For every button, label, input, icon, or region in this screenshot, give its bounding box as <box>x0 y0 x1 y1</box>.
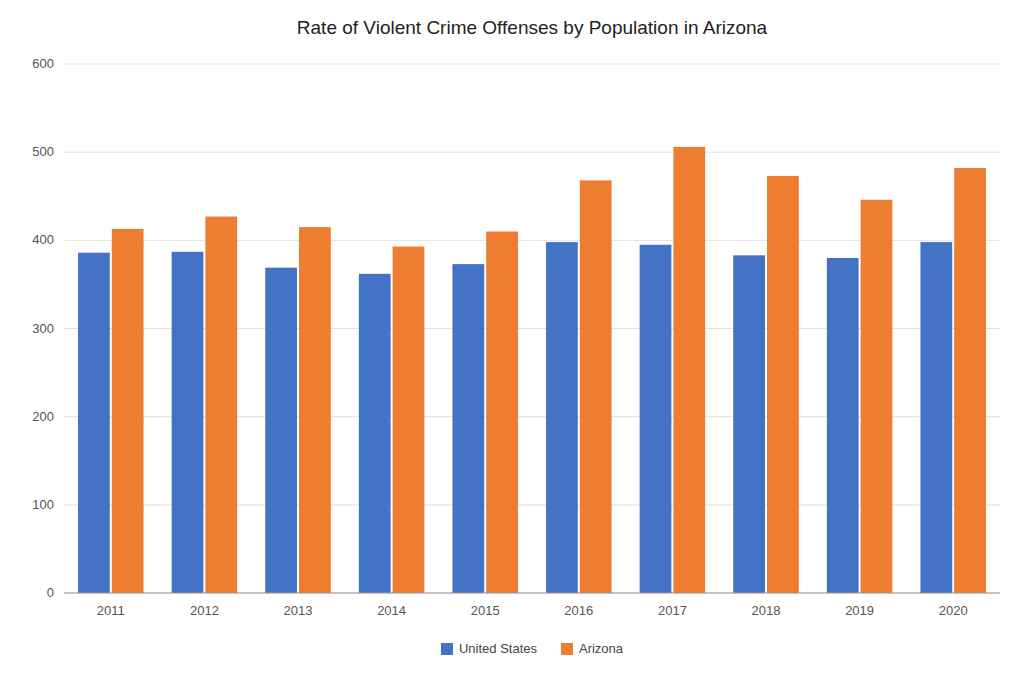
legend-swatch <box>561 643 573 655</box>
legend-swatch <box>441 643 453 655</box>
x-tick-label: 2019 <box>845 603 874 618</box>
grid-line <box>64 64 1000 65</box>
y-tick-label: 200 <box>32 409 54 424</box>
x-tick-label: 2017 <box>658 603 687 618</box>
bar <box>205 217 237 593</box>
chart-container: Rate of Violent Crime Offenses by Popula… <box>0 0 1024 683</box>
bar <box>827 258 859 593</box>
legend-item: Arizona <box>561 641 624 656</box>
y-tick-label: 100 <box>32 497 54 512</box>
x-tick-label: 2015 <box>471 603 500 618</box>
bar <box>733 255 765 593</box>
legend: United States Arizona <box>441 641 624 656</box>
title: Rate of Violent Crime Offenses by Popula… <box>297 17 768 38</box>
bar <box>299 227 331 593</box>
bar <box>954 168 986 593</box>
x-tick-label: 2014 <box>377 603 406 618</box>
bar <box>172 252 204 593</box>
bar <box>265 268 297 593</box>
grid-line <box>64 593 1000 594</box>
bars <box>78 147 986 593</box>
grid <box>64 64 1000 593</box>
x-tick-label: 2020 <box>939 603 968 618</box>
chart-svg: Rate of Violent Crime Offenses by Popula… <box>0 0 1024 683</box>
grid-line <box>64 152 1000 153</box>
x-tick-label: 2011 <box>97 603 125 618</box>
bar <box>112 229 144 593</box>
legend-label: Arizona <box>579 641 624 656</box>
bar <box>673 147 705 593</box>
y-tick-label: 600 <box>32 56 54 71</box>
bar <box>452 264 484 593</box>
bar <box>486 232 518 593</box>
grid-line <box>64 240 1000 241</box>
bar <box>861 200 893 593</box>
legend-item: United States <box>441 641 538 656</box>
y-tick-label: 0 <box>47 585 54 600</box>
bar <box>920 242 952 593</box>
bar <box>640 245 672 593</box>
bar <box>580 180 612 593</box>
y-tick-label: 300 <box>32 321 54 336</box>
bar <box>393 247 425 593</box>
bar <box>767 176 799 593</box>
bar <box>546 242 578 593</box>
bar <box>78 253 110 593</box>
x-tick-label: 2016 <box>564 603 593 618</box>
bar <box>359 274 391 593</box>
x-tick-label: 2013 <box>284 603 313 618</box>
grid-line <box>64 416 1000 417</box>
legend-label: United States <box>459 641 538 656</box>
y-tick-label: 400 <box>32 232 54 247</box>
y-tick-label: 500 <box>32 144 54 159</box>
x-tick-label: 2018 <box>752 603 781 618</box>
grid-line <box>64 504 1000 505</box>
x-axis-line <box>64 593 1000 594</box>
x-tick-label: 2012 <box>190 603 219 618</box>
grid-line <box>64 328 1000 329</box>
